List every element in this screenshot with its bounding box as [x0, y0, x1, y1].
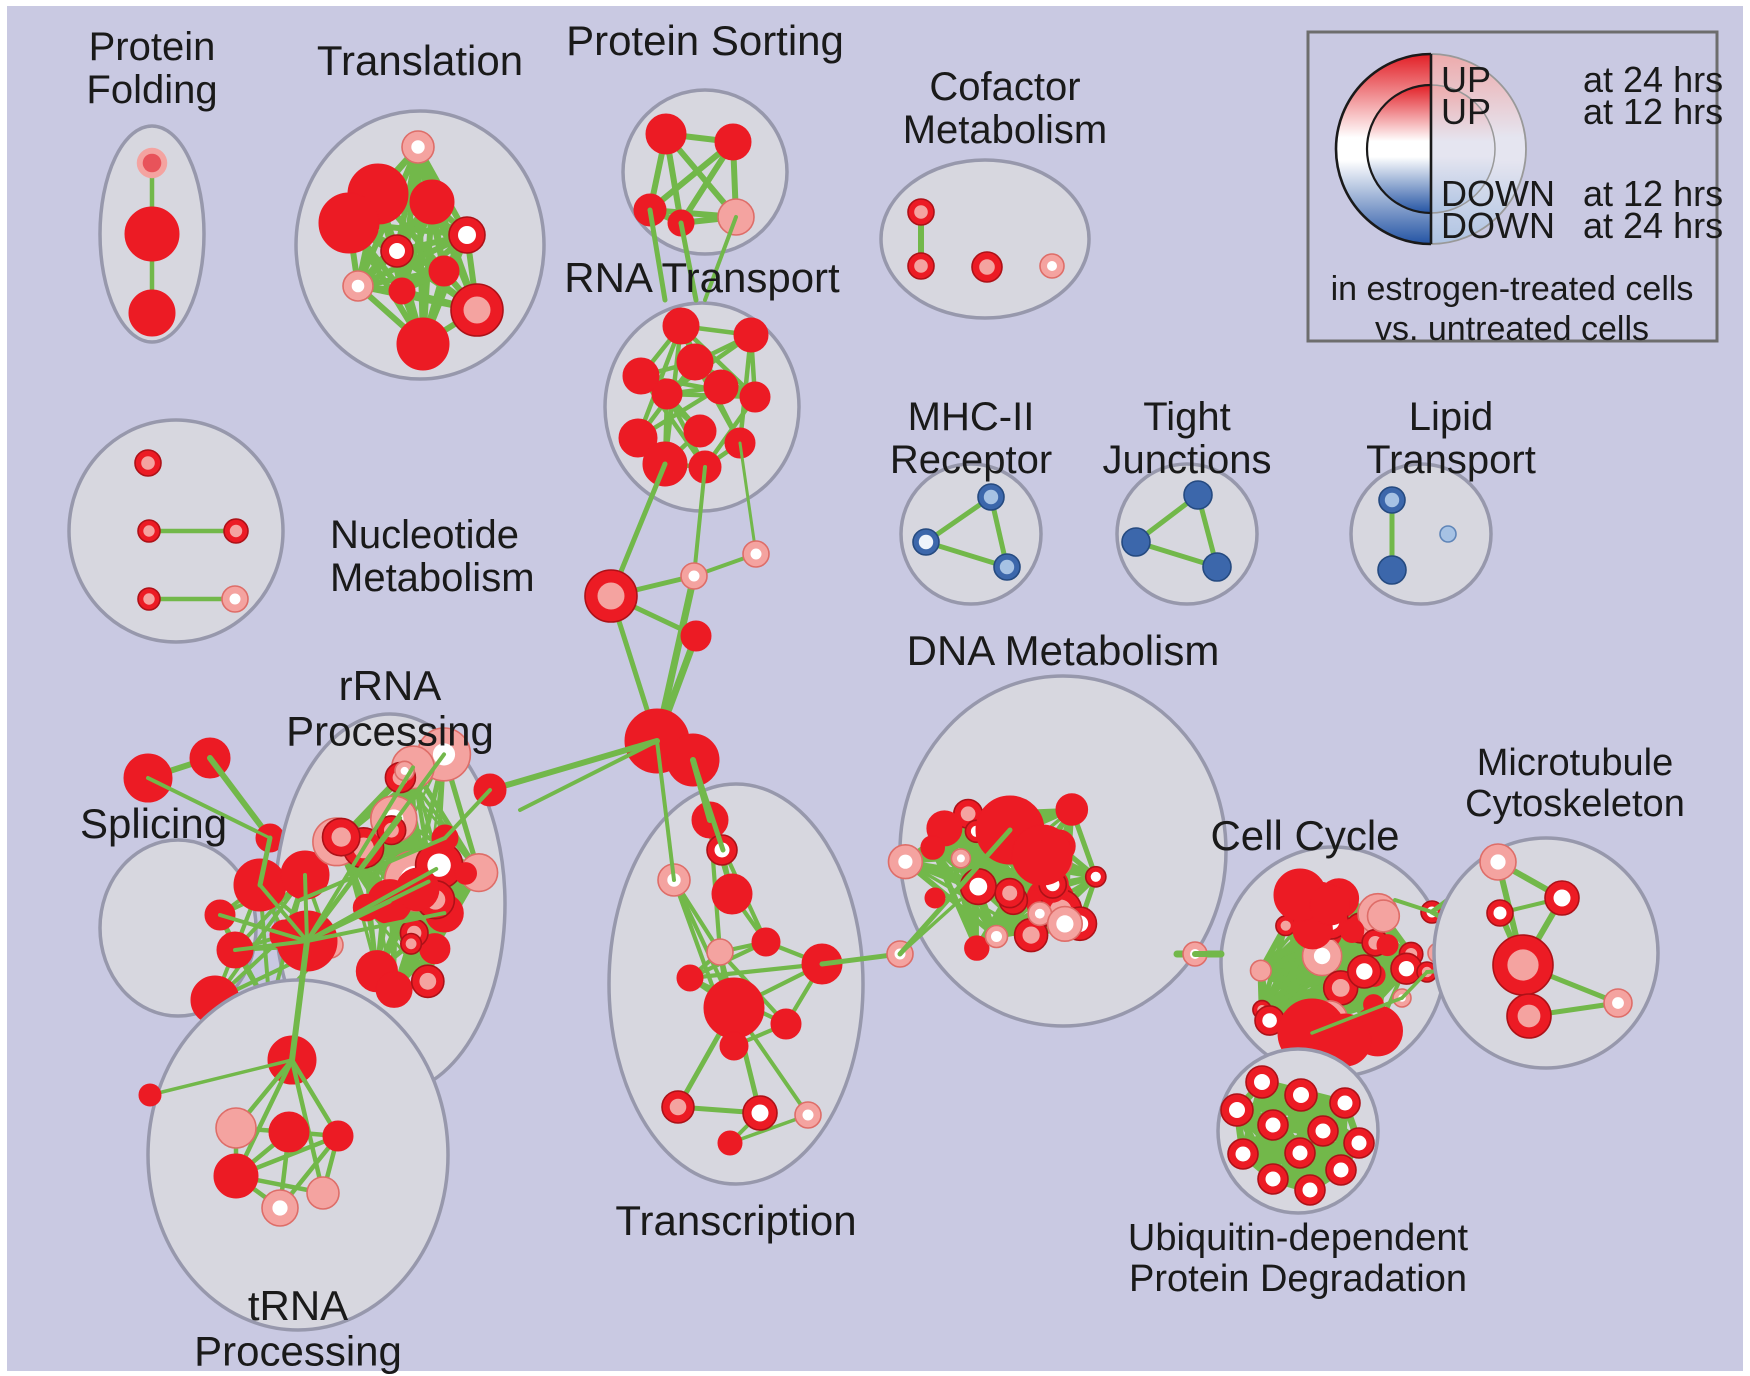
svg-text:at 12 hrs: at 12 hrs — [1583, 91, 1723, 132]
svg-text:RNA Transport: RNA Transport — [564, 254, 840, 301]
svg-text:at 24 hrs: at 24 hrs — [1583, 205, 1723, 246]
svg-text:DNA Metabolism: DNA Metabolism — [907, 627, 1220, 674]
svg-text:UP: UP — [1441, 91, 1491, 132]
svg-text:DOWN: DOWN — [1441, 205, 1555, 246]
svg-text:Transcription: Transcription — [615, 1197, 856, 1244]
svg-text:Protein Sorting: Protein Sorting — [566, 17, 844, 64]
svg-text:vs. untreated cells: vs. untreated cells — [1375, 310, 1649, 348]
svg-text:Translation: Translation — [317, 37, 523, 84]
svg-text:in estrogen-treated cells: in estrogen-treated cells — [1331, 270, 1694, 308]
svg-text:Cell Cycle: Cell Cycle — [1210, 812, 1399, 859]
